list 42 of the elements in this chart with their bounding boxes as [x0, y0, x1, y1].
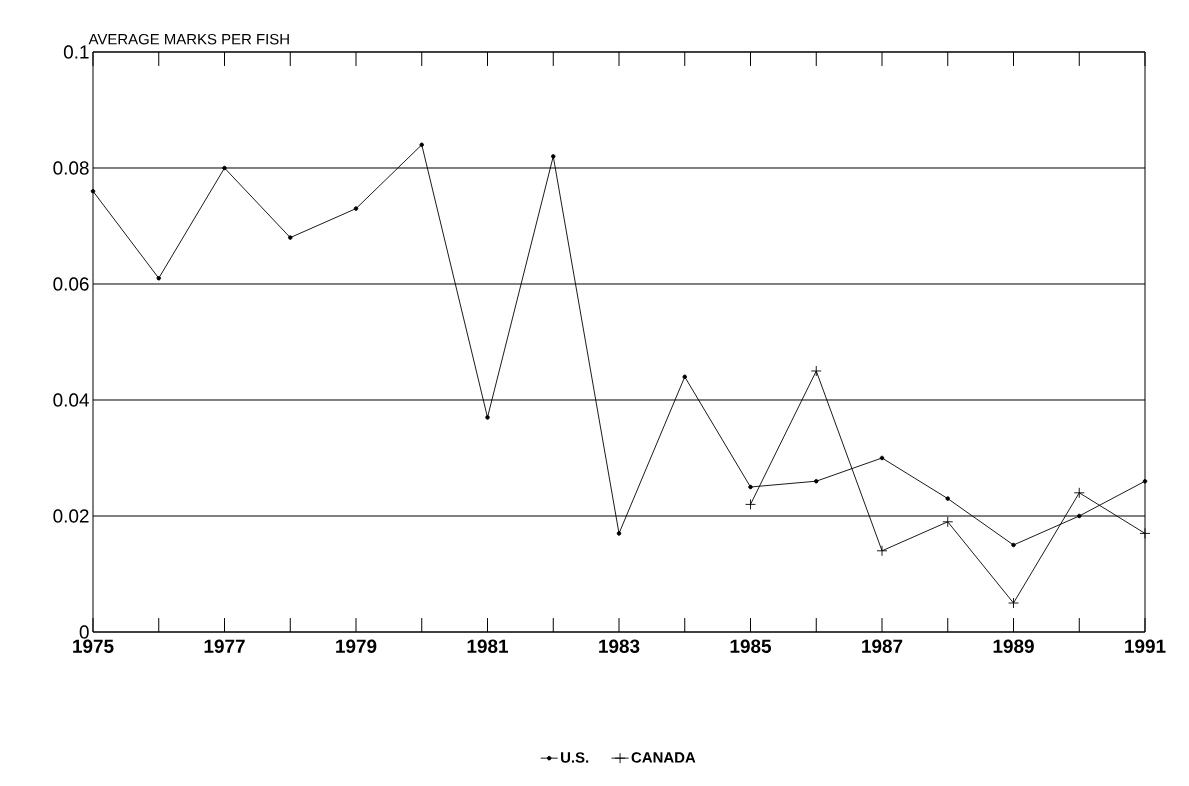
point: [810, 365, 822, 377]
point: [876, 545, 888, 557]
x-tick-label: 1985: [730, 639, 772, 653]
y-tick-label: 0.08: [53, 161, 89, 175]
point: [288, 235, 293, 240]
point: [879, 455, 885, 461]
point: [616, 531, 622, 536]
point: [748, 484, 753, 490]
point: [353, 206, 359, 211]
y-tick-label: 0: [79, 625, 89, 639]
x-tick-label: 1991: [1125, 639, 1166, 653]
point: [1077, 513, 1082, 519]
point: [485, 415, 490, 420]
y-tick-label: 0.04: [53, 393, 89, 407]
x-tick-label: 1983: [599, 639, 640, 653]
point: [814, 478, 819, 484]
y-tick-label: 0.02: [53, 509, 89, 523]
point: [945, 496, 950, 501]
y-tick-label: 0.1: [63, 45, 89, 59]
y-tick-label: 0.06: [53, 277, 89, 291]
point: [745, 498, 756, 510]
legend-label: CANADA: [631, 752, 696, 763]
x-tick-label: 1979: [336, 639, 377, 653]
legend-label: U.S.: [561, 752, 589, 763]
point: [1011, 542, 1016, 548]
point: [551, 154, 556, 159]
point: [156, 275, 161, 281]
point: [419, 142, 424, 148]
point: [1142, 478, 1148, 484]
point: [90, 188, 96, 194]
x-tick-label: 1989: [993, 639, 1034, 653]
point: [222, 165, 227, 171]
point: [682, 374, 687, 380]
y-axis-title: AVERAGE MARKS PER FISH: [88, 33, 289, 45]
x-tick-label: 1977: [204, 639, 245, 653]
point: [1008, 597, 1019, 609]
x-tick-label: 1975: [73, 639, 114, 653]
x-tick-label: 1987: [862, 639, 903, 653]
point: [1139, 527, 1151, 539]
x-tick-label: 1981: [467, 639, 509, 653]
point: [1073, 487, 1085, 499]
point: [942, 516, 954, 528]
